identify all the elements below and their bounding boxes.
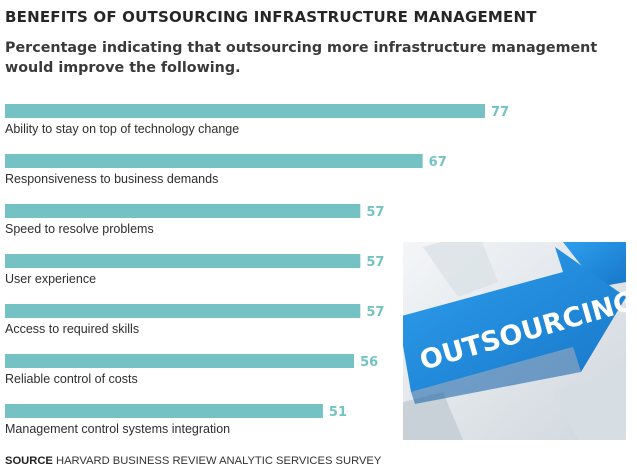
outsourcing-arrow-photo: OUTSOURCING bbox=[403, 242, 626, 440]
category-label-2: Responsiveness to business demands bbox=[5, 172, 218, 186]
bar-2 bbox=[5, 154, 423, 168]
value-label-7: 51 bbox=[329, 405, 347, 420]
bar-4 bbox=[5, 254, 361, 268]
chart-subtitle: Percentage indicating that outsourcing m… bbox=[5, 40, 598, 76]
category-label-4: User experience bbox=[5, 272, 96, 286]
value-label-4: 57 bbox=[366, 255, 384, 270]
source-label: SOURCE bbox=[5, 455, 53, 467]
source-note: SOURCE HARVARD BUSINESS REVIEW ANALYTIC … bbox=[5, 455, 381, 467]
bar-5 bbox=[5, 304, 361, 318]
bar-6 bbox=[5, 354, 355, 368]
category-label-6: Reliable control of costs bbox=[5, 372, 138, 386]
chart-title: BENEFITS OF OUTSOURCING INFRASTRUCTURE M… bbox=[5, 8, 537, 26]
value-label-2: 67 bbox=[429, 155, 447, 170]
value-label-6: 56 bbox=[360, 355, 378, 370]
category-label-3: Speed to resolve problems bbox=[5, 222, 154, 236]
bar-7 bbox=[5, 404, 323, 418]
value-label-5: 57 bbox=[366, 305, 384, 320]
source-text: HARVARD BUSINESS REVIEW ANALYTIC SERVICE… bbox=[55, 455, 382, 467]
value-label-1: 77 bbox=[491, 105, 509, 120]
value-label-3: 57 bbox=[366, 205, 384, 220]
category-label-7: Management control systems integration bbox=[5, 422, 230, 436]
bar-3 bbox=[5, 204, 361, 218]
bar-1 bbox=[5, 104, 485, 118]
category-label-5: Access to required skills bbox=[5, 322, 139, 336]
outsourcing-arrow-illustration: OUTSOURCING bbox=[403, 242, 626, 440]
category-label-1: Ability to stay on top of technology cha… bbox=[5, 122, 239, 136]
